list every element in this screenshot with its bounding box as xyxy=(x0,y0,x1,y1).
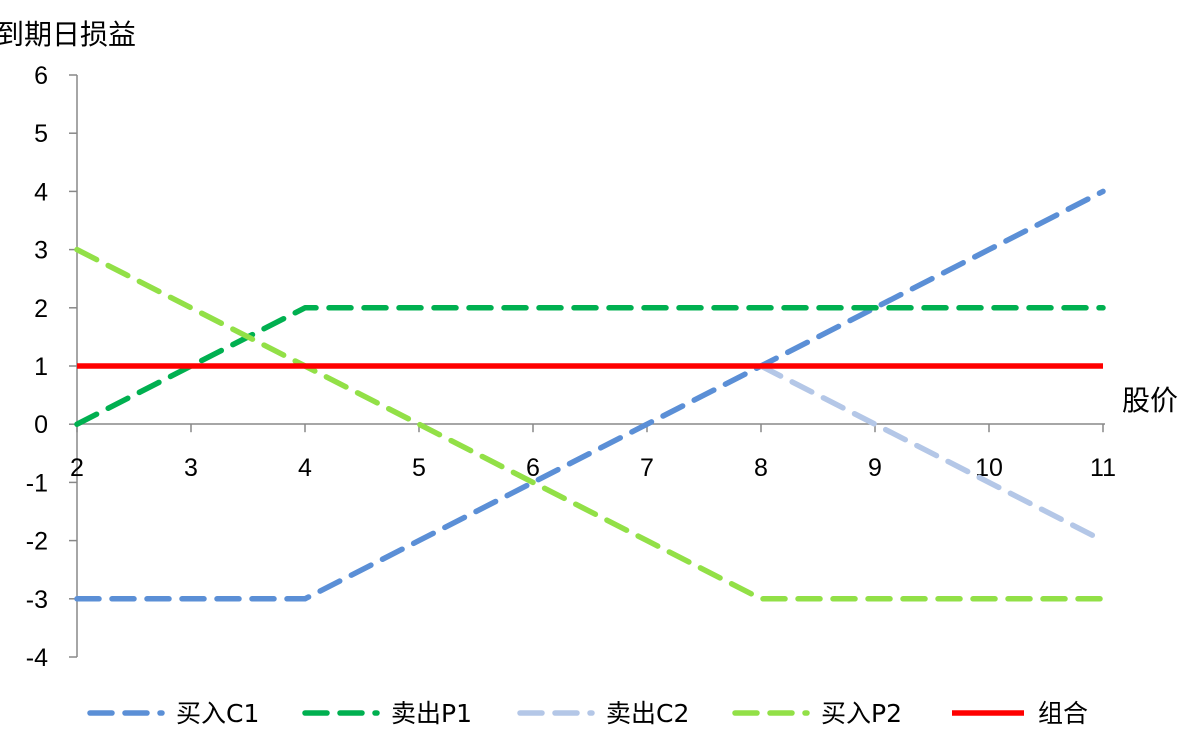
y-tick-label: -1 xyxy=(26,469,48,497)
y-tick-label: 1 xyxy=(34,353,48,381)
legend-label-2: 卖出P1 xyxy=(391,699,472,728)
legend-label-5: 组合 xyxy=(1038,699,1088,728)
x-tick-label: 7 xyxy=(640,454,654,482)
x-tick-label: 9 xyxy=(868,454,882,482)
x-tick-label: 3 xyxy=(184,454,198,482)
y-tick-label: -3 xyxy=(26,586,48,614)
y-axis-ticks: 6 5 4 3 2 1 0 -1 -2 -3 -4 xyxy=(26,62,77,672)
legend-label-1: 买入C1 xyxy=(176,699,259,728)
legend-label-4: 买入P2 xyxy=(821,699,902,728)
series-line-1 xyxy=(74,188,1106,602)
y-tick-label: 0 xyxy=(34,411,48,439)
x-tick-label: 5 xyxy=(412,454,426,482)
x-tick-label: 4 xyxy=(298,454,312,482)
series-line-3 xyxy=(758,363,1106,544)
y-tick-label: 5 xyxy=(34,120,48,148)
x-axis-ticks: 2 3 4 5 6 7 8 9 10 11 xyxy=(70,424,1116,482)
y-tick-label: 3 xyxy=(34,237,48,265)
y-tick-label: -4 xyxy=(26,644,48,672)
legend-label-3: 卖出C2 xyxy=(606,699,689,728)
y-tick-label: 4 xyxy=(34,178,48,206)
series-layer xyxy=(74,188,1106,602)
y-tick-label: 2 xyxy=(34,295,48,323)
y-tick-label: 6 xyxy=(34,62,48,90)
x-tick-label: 6 xyxy=(526,454,540,482)
legend: 买入C1 卖出P1 卖出C2 买入P2 组合 xyxy=(87,699,1088,728)
x-tick-label: 11 xyxy=(1090,454,1116,482)
x-tick-label: 2 xyxy=(70,454,84,482)
series-line-4 xyxy=(74,246,1106,602)
y-axis-title: 到期日损益 xyxy=(0,18,136,51)
x-axis-title: 股价 xyxy=(1122,384,1178,417)
x-tick-label: 8 xyxy=(754,454,768,482)
y-tick-label: -2 xyxy=(26,528,48,556)
